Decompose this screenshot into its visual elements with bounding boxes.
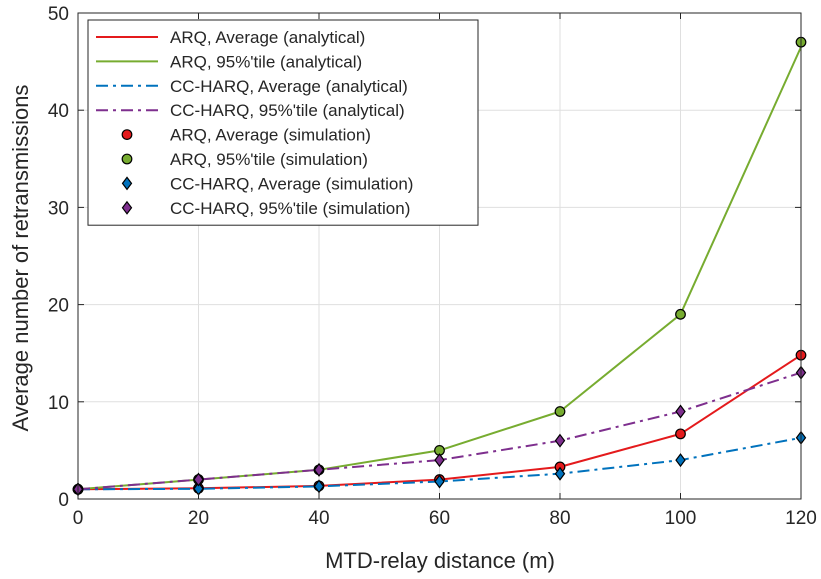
legend-marker bbox=[121, 129, 133, 141]
legend: ARQ, Average (analytical) ARQ, 95%'tile (… bbox=[87, 19, 479, 226]
x-tick-label: 0 bbox=[73, 508, 84, 529]
legend-label: CC-HARQ, 95%'tile (analytical) bbox=[170, 101, 405, 120]
legend-box bbox=[87, 19, 479, 226]
data-point bbox=[193, 472, 204, 487]
legend-label: ARQ, 95%'tile (simulation) bbox=[170, 150, 368, 169]
legend-label: ARQ, 95%'tile (analytical) bbox=[170, 52, 362, 71]
x-tick-label: 40 bbox=[308, 508, 329, 529]
y-tick-label: 0 bbox=[58, 490, 69, 511]
data-point bbox=[675, 428, 686, 440]
legend-label: ARQ, Average (analytical) bbox=[170, 28, 365, 47]
x-tick-label: 120 bbox=[785, 508, 817, 529]
y-tick-label: 40 bbox=[48, 101, 69, 122]
data-point bbox=[434, 453, 445, 468]
series-layer bbox=[72, 36, 807, 497]
data-point bbox=[675, 404, 686, 419]
data-point bbox=[554, 466, 566, 481]
data-point bbox=[313, 479, 325, 494]
data-point bbox=[554, 433, 566, 448]
data-point bbox=[434, 474, 445, 489]
x-tick-label: 80 bbox=[549, 508, 570, 529]
x-tick-label: 60 bbox=[429, 508, 450, 529]
data-point bbox=[675, 453, 686, 468]
legend-label: ARQ, Average (simulation) bbox=[170, 126, 371, 145]
x-axis-label: MTD-relay distance (m) bbox=[325, 548, 555, 573]
ticks: 0 20 40 60 80 100 120 0 10 20 30 40 50 bbox=[48, 4, 817, 529]
legend-label: CC-HARQ, 95%'tile (simulation) bbox=[170, 199, 410, 218]
y-tick-label: 10 bbox=[48, 393, 69, 414]
data-point bbox=[675, 308, 686, 320]
legend-marker bbox=[121, 153, 133, 165]
y-tick-label: 20 bbox=[48, 296, 69, 317]
y-tick-label: 50 bbox=[48, 4, 69, 25]
data-point bbox=[554, 406, 566, 417]
y-tick-label: 30 bbox=[48, 198, 69, 219]
legend-label: CC-HARQ, Average (simulation) bbox=[170, 174, 413, 193]
legend-label: CC-HARQ, Average (analytical) bbox=[170, 77, 408, 96]
x-tick-label: 100 bbox=[665, 508, 697, 529]
x-tick-label: 20 bbox=[188, 508, 209, 529]
data-point bbox=[313, 462, 325, 477]
y-axis-label: Average number of retransmissions bbox=[8, 85, 33, 432]
legend-marker bbox=[121, 200, 133, 215]
legend-marker bbox=[121, 176, 133, 191]
